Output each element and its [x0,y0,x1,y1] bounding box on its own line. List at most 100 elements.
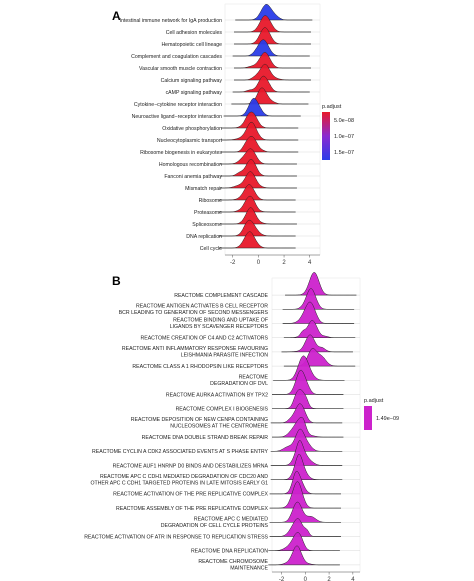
ridge-density [219,148,297,165]
term-label: REACTOME CHROMOSOME [198,559,268,565]
term-label: LEISHMANIA PARASITE INFECTION [181,353,268,359]
term-label: Cell adhesion molecules [166,30,223,36]
term-label: REACTOME AURKA ACTIVATION BY TPX2 [166,392,268,398]
ridge-density [234,15,311,33]
ridge-density [269,470,341,495]
legend-colorbar [364,406,372,430]
ridge-density [234,27,311,45]
term-label: REACTOME COMPLEX I BIOGENESIS [176,407,269,413]
ridge-density [218,195,296,213]
ridge-density [234,63,311,81]
term-label: REACTOME DNA DOUBLE STRAND BREAK REPAIR [142,435,269,441]
ridge-density [219,159,297,177]
term-label: Ribosome [199,198,222,204]
term-label: Calcium signaling pathway [161,78,223,84]
term-label: REACTOME CYCLIN A CDK2 ASSOCIATED EVENTS… [92,449,268,455]
term-label: Proteasome [194,210,222,216]
ridge-density [269,481,341,509]
term-label: REACTOME BINDING AND UPTAKE OF [173,318,268,324]
term-label: REACTOME DEPOSITION OF NEW CENPA CONTAIN… [131,417,268,423]
ridge-density [283,320,356,338]
ridge-density [270,440,343,466]
ridge-density [268,545,340,566]
ridge-density [283,348,356,367]
term-label: REACTOME DNA REPLICATION [191,549,268,555]
ridge-density [232,75,310,93]
ridge-density [234,52,311,69]
ridge-density [223,98,301,117]
term-label: Neuroactive ligand−receptor interaction [132,114,223,120]
term-label: Intestinal immune network for IgA produc… [120,18,222,24]
term-label: Nucleocytoplasmic transport [157,138,223,144]
ridge-density [273,355,345,381]
x-tick-label: 4 [308,260,312,266]
legend-colorbar [322,112,330,160]
legend-label: 5.0e−08 [334,118,354,124]
ridge-density [231,87,309,105]
ridge-density [272,416,344,438]
ridge-density [270,453,343,480]
term-label: OTHER APC C CDH1 TARGETED PROTEINS IN LA… [90,480,268,486]
term-label: REACTOME [239,375,269,381]
term-label: Hematopoietic cell lineage [161,42,222,48]
x-tick-label: 2 [327,577,331,581]
ridge-density [269,518,341,537]
term-label: REACTOME CREATION OF C4 AND C2 ACTIVATOR… [141,336,269,342]
term-label: REACTOME ACTIVATION OF THE PRE REPLICATI… [113,492,268,498]
panel-label: A [112,9,121,23]
ridge-density [282,288,355,310]
term-label: Complement and coagulation cascades [131,54,222,60]
term-label: Ribosome biogenesis in eukaryotes [140,150,222,156]
ridge-density [218,184,296,201]
ridge-density [218,219,296,237]
term-label: REACTOME CLASS A 1 RHODOPSIN LIKE RECEPT… [132,364,268,370]
ridge-density [218,231,296,249]
ridge-density [285,272,357,296]
legend-label: 1.49e−09 [376,416,399,422]
term-label: REACTOME APC C CDH1 MEDIATED DEGRADATION… [100,474,268,480]
term-label: REACTOME ASSEMBLY OF THE PRE REPLICATIVE… [116,506,269,512]
ridge-density [221,111,299,129]
panel-label: B [112,274,121,288]
term-label: BCR LEADING TO GENERATION OF SECOND MESS… [119,310,269,316]
legend-title: p.adjust [322,104,342,110]
legend-label: 1.0e−07 [334,134,354,140]
term-label: REACTOME ANTIGEN ACTIVATES B CELL RECEPT… [136,304,268,310]
ridge-density [221,135,299,153]
term-label: REACTOME AUF1 HNRNP D0 BINDS AND DESTABI… [113,463,269,469]
legend-title: p.adjust [364,398,384,404]
term-label: Cell cycle [200,246,222,252]
term-label: DEGRADATION OF CELL CYCLE PROTEINS [161,523,269,529]
ridge-density [235,4,313,21]
term-label: Oxidative phosphorylation [162,126,222,132]
term-label: Homologous recombination [159,162,222,168]
ridge-density [270,403,343,424]
term-label: DEGRADATION OF DVL [210,381,268,387]
term-label: Fanconi anemia pathway [164,174,222,180]
term-label: REACTOME APC C MEDIATED [194,517,268,523]
ridge-density [219,171,297,189]
ridge-density [270,428,343,452]
term-label: Vascular smooth muscle contraction [139,66,222,72]
x-tick-label: 0 [257,260,261,266]
term-label: REACTOME ANTI INFLAMMATORY RESPONSE FAVO… [122,346,268,352]
ridge-density [272,389,344,409]
term-label: DNA replication [186,234,222,240]
ridge-density [232,39,310,57]
term-label: MAINTENANCE [230,566,268,572]
x-tick-label: 0 [304,577,308,581]
term-label: REACTOME COMPLEMENT CASCADE [174,293,268,299]
ridge-density [268,532,340,551]
x-tick-label: 4 [351,577,355,581]
ridge-density [272,369,344,395]
term-label: cAMP signaling pathway [166,90,223,96]
x-tick-label: -2 [230,260,236,266]
term-label: LIGANDS BY SCAVENGER RECEPTORS [170,324,269,330]
term-label: Spliceosome [192,222,222,228]
ridge-density [221,121,299,141]
term-label: Cytokine−cytokine receptor interaction [134,102,222,108]
ridge-density [219,207,297,225]
term-label: REACTOME ACTIVATION OF ATR IN RESPONSE T… [84,534,268,540]
